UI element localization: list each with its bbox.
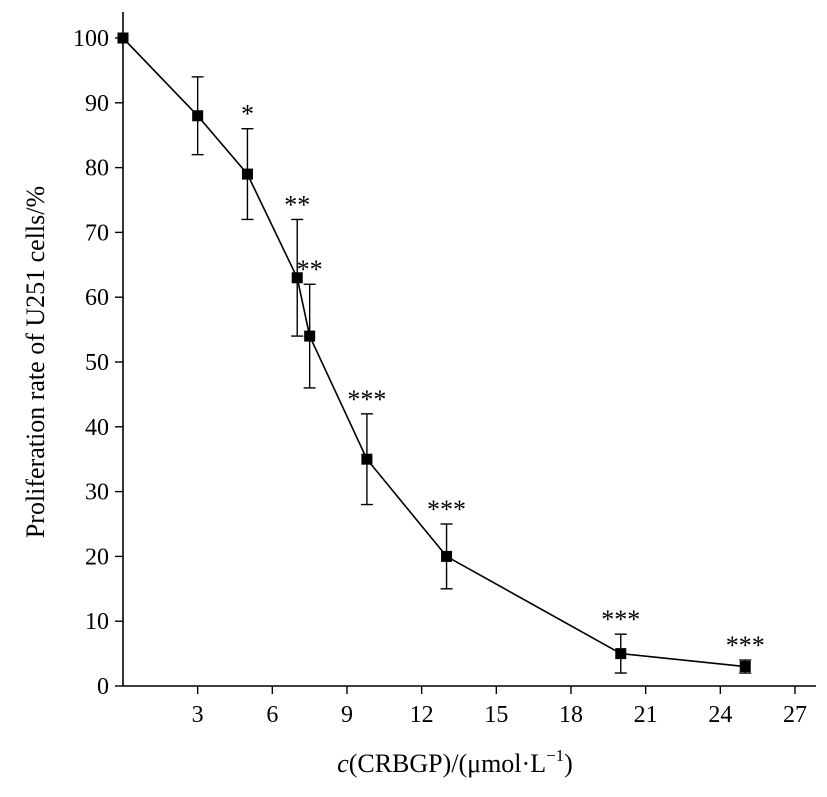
significance-label: ***: [726, 631, 765, 660]
axes: [122, 12, 816, 687]
significance-label: ***: [347, 385, 386, 414]
y-tick-label: 90: [85, 91, 109, 117]
data-point: [739, 661, 751, 673]
x-tick-label: 18: [559, 702, 583, 728]
y-tick-label: 50: [85, 350, 109, 376]
x-tick-label: 15: [484, 702, 508, 728]
x-axis-title-symbol: c: [337, 749, 349, 778]
data-point: [241, 168, 253, 180]
x-tick-label: 21: [634, 702, 658, 728]
significance-label: ***: [601, 605, 640, 634]
x-tick-label: 3: [192, 702, 204, 728]
data-point: [615, 648, 627, 660]
x-axis-title: c(CRBGP)/(μmol·L−1): [337, 746, 573, 778]
x-axis-title-close: ): [564, 749, 573, 778]
x-axis-title-superscript: −1: [546, 746, 564, 765]
y-tick-label: 40: [85, 415, 109, 441]
x-tick-label: 6: [266, 702, 278, 728]
y-tick-label: 60: [85, 285, 109, 311]
y-axis-title: Proliferation rate of U251 cells/%: [21, 186, 50, 538]
significance-label: **: [297, 255, 323, 284]
x-tick-label: 27: [783, 702, 807, 728]
x-tick-label: 9: [341, 702, 353, 728]
data-point: [361, 453, 373, 465]
y-tick-label: 80: [85, 156, 109, 182]
data-point: [117, 32, 129, 44]
tick-marks: [115, 37, 796, 694]
data-series: [117, 32, 752, 674]
data-point: [441, 550, 453, 562]
x-tick-label: 12: [410, 702, 434, 728]
y-tick-label: 100: [73, 26, 109, 52]
significance-label: **: [284, 190, 310, 219]
x-axis-title-text: (CRBGP)/(μmol·L: [349, 749, 546, 778]
y-tick-label: 30: [85, 480, 109, 506]
y-tick-label: 0: [97, 674, 109, 700]
y-tick-label: 10: [85, 609, 109, 635]
data-point: [192, 110, 204, 122]
data-point: [291, 272, 303, 284]
x-tick-label: 24: [708, 702, 732, 728]
series-line: [122, 37, 746, 668]
y-tick-label: 20: [85, 544, 109, 570]
significance-markers: *****************: [241, 100, 765, 660]
y-tick-label: 70: [85, 220, 109, 246]
tick-labels: 0 10 20 30 40 50 60 70 80 90 100 3 6 9 12 15 18 21 24 27: [73, 26, 807, 728]
significance-label: ***: [427, 495, 466, 524]
data-point: [304, 330, 316, 342]
significance-label: *: [241, 100, 254, 129]
